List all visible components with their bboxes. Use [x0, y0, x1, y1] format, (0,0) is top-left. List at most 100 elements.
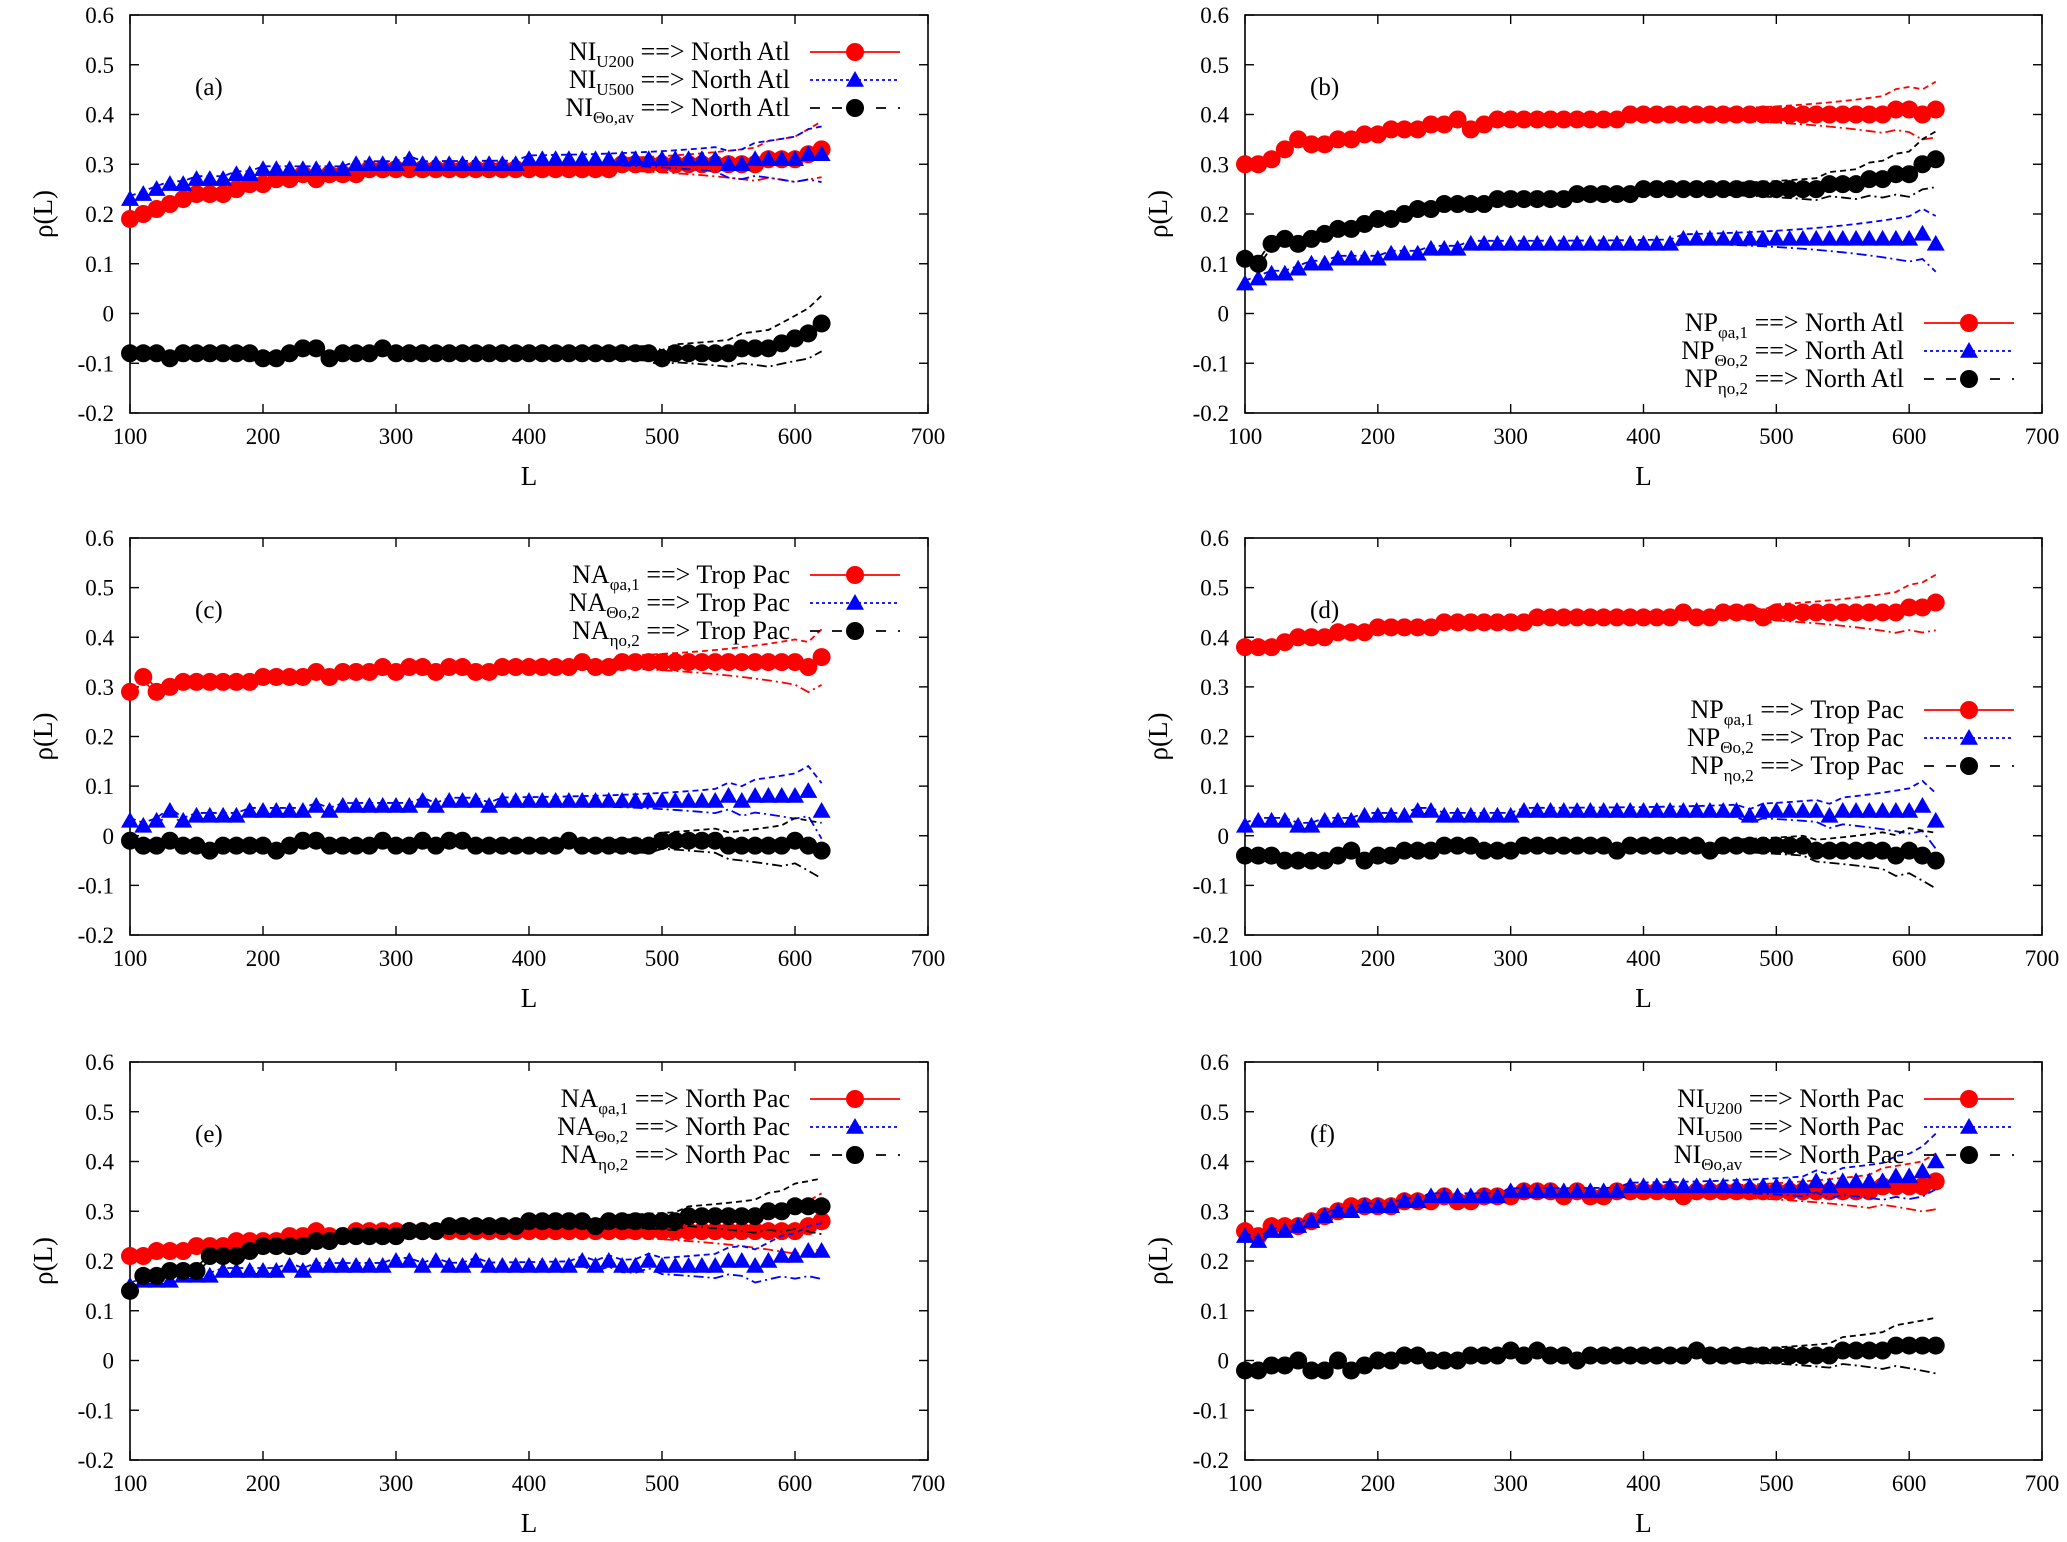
data-point	[1594, 1182, 1613, 1199]
plot-frame	[1244, 1061, 2043, 1461]
data-point	[1847, 603, 1866, 622]
data-point	[1289, 816, 1308, 833]
data-point	[599, 836, 618, 855]
x-tick-label: 300	[379, 1471, 414, 1496]
x-tick-label: 700	[911, 424, 946, 449]
data-point	[1833, 105, 1852, 124]
series-NP-2	[1236, 827, 1945, 890]
data-point	[174, 836, 193, 855]
series-NP-0	[1236, 573, 1945, 657]
data-point	[400, 1222, 419, 1241]
data-point	[200, 344, 219, 363]
data-point	[1647, 836, 1666, 855]
data-point	[520, 1256, 538, 1273]
data-point	[1727, 836, 1746, 855]
x-tick-label: 100	[113, 1471, 148, 1496]
data-point	[653, 653, 671, 672]
data-point	[1661, 1346, 1680, 1365]
data-point	[1275, 1222, 1294, 1238]
data-point	[1382, 618, 1401, 637]
data-point	[1900, 229, 1919, 246]
data-point	[227, 672, 246, 691]
data-point	[440, 1217, 459, 1236]
data-point	[1395, 841, 1414, 860]
data-point	[1926, 1172, 1945, 1191]
data-point	[666, 831, 685, 850]
plot-frame	[1244, 14, 2043, 414]
data-point	[1727, 180, 1746, 199]
data-point	[1514, 234, 1533, 251]
plot-frame	[1244, 537, 2043, 936]
data-point	[400, 1252, 419, 1268]
data-point	[1488, 190, 1507, 209]
data-point	[626, 792, 645, 808]
data-point	[1700, 180, 1719, 199]
data-point	[200, 185, 219, 204]
data-point	[480, 1217, 499, 1236]
data-point	[1475, 1187, 1494, 1204]
data-point	[1342, 811, 1361, 828]
data-point	[1395, 244, 1414, 261]
data-point	[679, 1207, 698, 1226]
data-point	[1408, 244, 1427, 261]
data-point	[387, 836, 405, 855]
data-point	[1674, 836, 1693, 855]
data-point	[1674, 105, 1693, 124]
data-point	[121, 190, 139, 206]
data-point	[1714, 836, 1733, 855]
data-point	[1886, 100, 1905, 119]
data-point	[1315, 254, 1334, 271]
data-point	[520, 344, 538, 363]
x-axis-title: L	[1635, 1508, 1652, 1538]
data-point	[267, 1237, 286, 1256]
data-point	[254, 160, 272, 176]
data-point	[1461, 1187, 1480, 1204]
data-point	[1488, 613, 1507, 632]
data-point	[1514, 801, 1533, 818]
data-point	[506, 155, 525, 171]
data-point	[254, 349, 272, 368]
data-point	[1289, 1217, 1308, 1233]
data-point	[599, 150, 618, 167]
data-point	[1382, 1197, 1401, 1214]
data-point	[1249, 254, 1268, 273]
data-point	[1568, 801, 1587, 818]
data-point	[1421, 115, 1440, 134]
data-point	[799, 324, 818, 343]
data-point	[1368, 1351, 1387, 1370]
data-point	[1873, 603, 1892, 622]
data-point	[134, 816, 153, 833]
data-point	[1289, 851, 1308, 870]
data-point	[679, 653, 698, 672]
data-point	[546, 344, 565, 363]
series-NA-2	[121, 1177, 831, 1300]
chart-panel-d: 100 200 300 400 500 600 700 -0.2 -0.1 0 0.1 0.2 0.3 0…	[1143, 526, 2059, 1013]
legend-entry-label: NAφa,1 ==> Trop Pac	[572, 560, 790, 594]
x-tick-label: 300	[379, 424, 414, 449]
data-point	[1382, 806, 1401, 823]
x-axis-title: L	[1635, 983, 1652, 1013]
data-point	[1674, 180, 1693, 199]
data-point	[1421, 239, 1440, 256]
x-tick-label: 400	[512, 1471, 547, 1496]
data-point	[214, 836, 233, 855]
data-point	[1302, 816, 1321, 833]
data-point	[772, 653, 791, 672]
data-point	[1873, 229, 1892, 246]
data-point	[1315, 1207, 1334, 1223]
data-point	[1714, 1177, 1733, 1194]
y-tick-label: 0.2	[1200, 1249, 1229, 1274]
data-point	[706, 150, 725, 167]
data-point	[1501, 110, 1520, 129]
y-tick-label: 0.6	[85, 526, 114, 551]
data-point	[746, 1256, 765, 1273]
x-tick-label: 300	[1493, 946, 1528, 971]
y-tick-label: 0.6	[85, 1050, 114, 1075]
data-point	[1368, 209, 1387, 228]
data-point	[1860, 841, 1879, 860]
legend-marker	[1960, 370, 1978, 388]
data-point	[1249, 638, 1268, 657]
data-point	[812, 314, 831, 333]
